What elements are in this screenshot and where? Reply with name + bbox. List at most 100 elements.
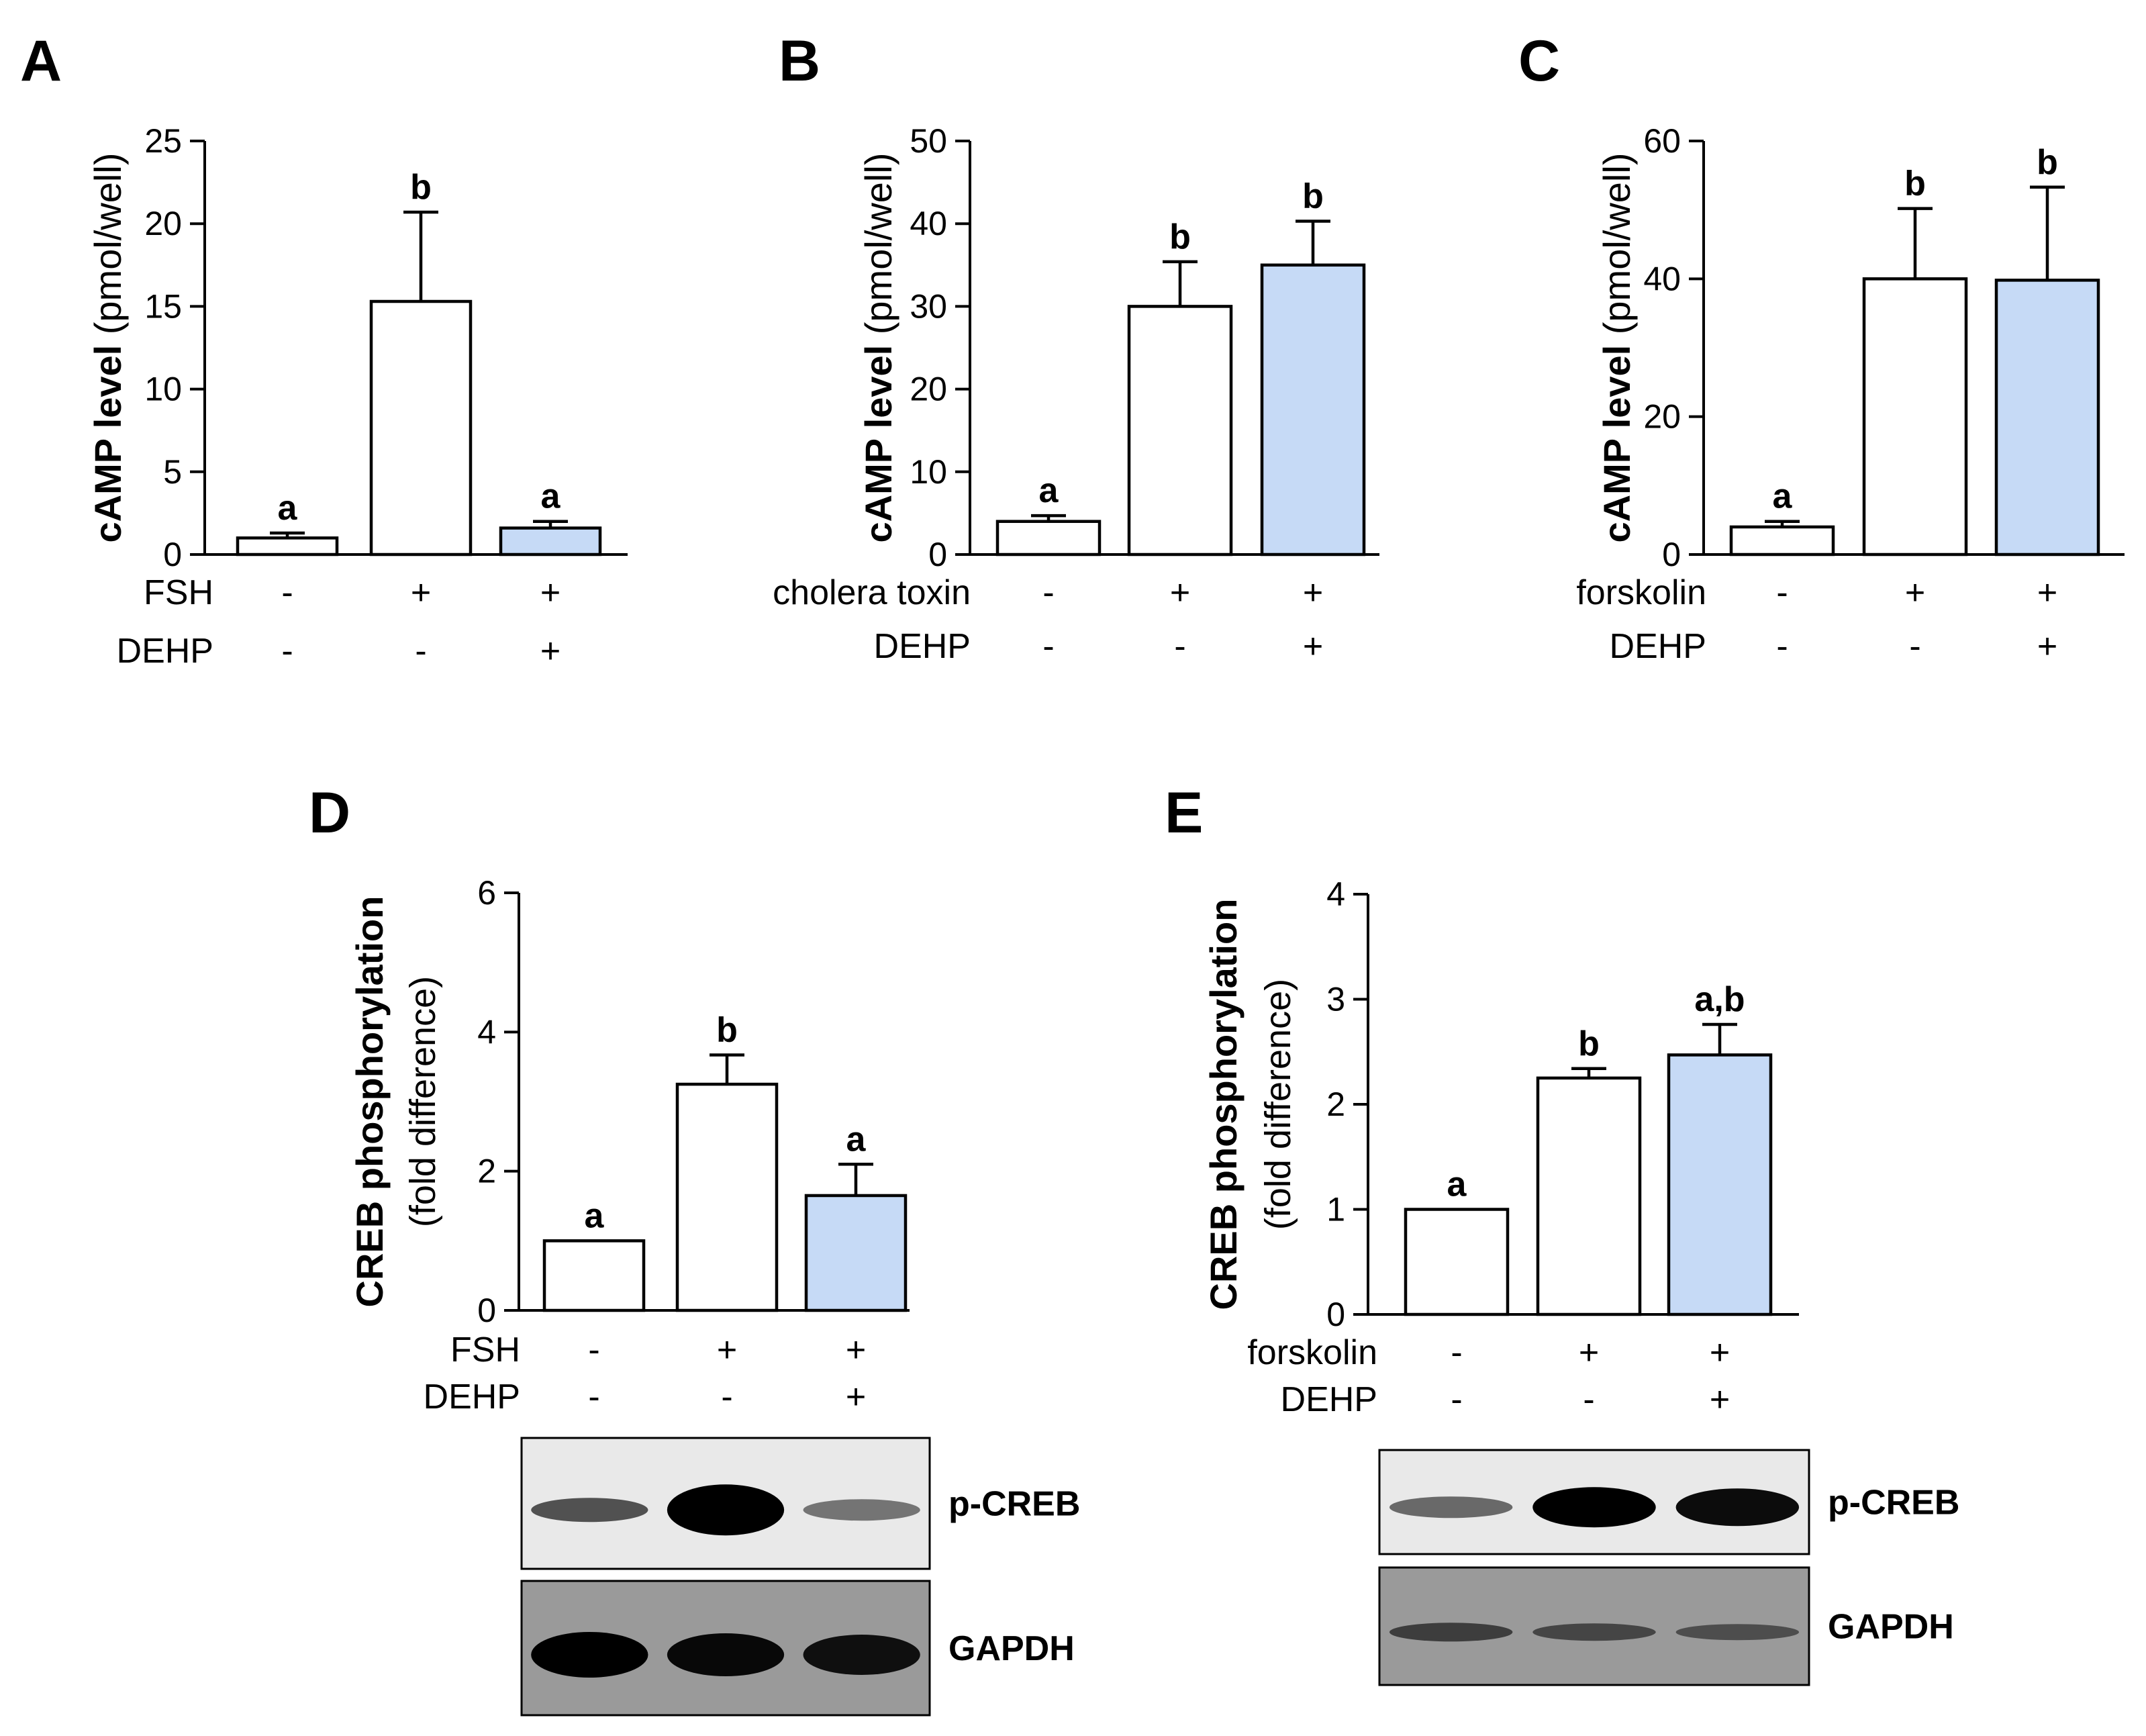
y-tick-label: 60	[1643, 122, 1681, 160]
blot-band	[1675, 1624, 1800, 1641]
significance-letter: b	[2037, 143, 2058, 182]
significance-letter: b	[716, 1011, 738, 1050]
panel-letter: D	[309, 781, 350, 845]
blot-band	[1389, 1496, 1513, 1518]
y-tick-label: 40	[1643, 260, 1681, 297]
panel-letter: C	[1518, 29, 1560, 93]
treatment-plus: +	[1579, 1333, 1599, 1372]
blot-label: GAPDH	[1828, 1608, 1954, 1647]
panel-d: D 0 2 4 6 CREB phosphorylation (fold differenc…	[309, 781, 1080, 1717]
treatment-label: forskolin	[1576, 573, 1706, 612]
treatment-minus: -	[1174, 627, 1185, 666]
treatment-plus: +	[1710, 1333, 1730, 1372]
significance-letter: a	[278, 489, 298, 528]
y-tick-label: 20	[144, 205, 182, 242]
y-axis-label-unit: (fold difference)	[403, 976, 443, 1227]
y-tick-label: 0	[163, 536, 182, 573]
bar	[542, 1239, 646, 1312]
treatment-label: DEHP	[874, 627, 971, 666]
treatment-label: DEHP	[1281, 1380, 1377, 1419]
y-axis-label-unit: (pmol/well)	[857, 153, 899, 345]
bar	[1862, 277, 1968, 557]
y-tick-label: 10	[910, 453, 947, 491]
treatment-plus: +	[1710, 1380, 1730, 1419]
treatment-label: forskolin	[1247, 1333, 1377, 1372]
y-axis-label-main: CREB phosphorylation	[348, 896, 391, 1308]
bar	[1404, 1208, 1510, 1316]
treatment-plus: +	[2037, 627, 2057, 666]
y-tick-label: 5	[163, 453, 182, 491]
y-tick-label: 0	[477, 1292, 496, 1329]
y-axis-label: cAMP level (pmol/well)	[87, 153, 129, 543]
y-tick-label: 2	[477, 1153, 496, 1190]
western-blot-gapdh: GAPDH	[1378, 1566, 1954, 1686]
panel-letter: A	[20, 29, 62, 93]
treatment-minus: -	[1451, 1380, 1462, 1419]
blot-band	[1675, 1488, 1800, 1527]
treatment-minus: -	[1776, 573, 1788, 612]
y-tick-label: 40	[910, 205, 947, 242]
treatment-minus: -	[281, 573, 293, 612]
bar	[1536, 1076, 1642, 1316]
treatment-plus: +	[846, 1331, 866, 1369]
treatment-minus: -	[1583, 1380, 1594, 1419]
bar	[1667, 1053, 1773, 1316]
significance-letter: a	[1447, 1165, 1467, 1204]
significance-letter: b	[1904, 164, 1926, 203]
y-tick-label: 3	[1326, 981, 1345, 1018]
western-blot-gapdh: GAPDH	[520, 1580, 1075, 1717]
blot-band	[803, 1499, 920, 1521]
treatment-label: FSH	[450, 1331, 520, 1369]
blot-band	[531, 1498, 648, 1523]
treatment-minus: -	[1451, 1333, 1462, 1372]
blot-band	[531, 1632, 648, 1678]
bar	[369, 299, 473, 557]
treatment-label: FSH	[144, 573, 213, 612]
treatment-label: cholera toxin	[773, 573, 971, 612]
y-axis-label-unit: (fold difference)	[1258, 979, 1298, 1230]
treatment-plus: +	[1905, 573, 1925, 612]
y-axis-label-unit: (pmol/well)	[1596, 153, 1638, 345]
significance-letter: a	[1773, 477, 1793, 516]
y-tick-label: 2	[1326, 1086, 1345, 1123]
treatment-minus: -	[415, 632, 426, 671]
treatment-plus: +	[1303, 627, 1323, 666]
blot-band	[1532, 1487, 1656, 1528]
y-axis-label-main: cAMP level	[857, 345, 899, 543]
y-tick-label: 30	[910, 287, 947, 325]
treatment-plus: +	[540, 573, 560, 612]
treatment-minus: -	[721, 1378, 732, 1416]
panel-letter: B	[779, 29, 820, 93]
significance-letter: a	[846, 1120, 867, 1159]
y-tick-label: 4	[1326, 875, 1345, 913]
panel-letter: E	[1165, 781, 1203, 845]
treatment-label: DEHP	[117, 632, 213, 671]
treatment-minus: -	[1776, 627, 1788, 666]
significance-letter: b	[1169, 218, 1191, 256]
treatment-plus: +	[540, 632, 560, 671]
treatment-minus: -	[1909, 627, 1920, 666]
significance-letter: b	[1578, 1024, 1600, 1063]
bar	[995, 520, 1102, 557]
y-tick-label: 1	[1326, 1191, 1345, 1228]
blot-band	[1532, 1623, 1656, 1641]
y-tick-label: 4	[477, 1013, 496, 1051]
significance-letter: a,b	[1694, 980, 1745, 1019]
treatment-label: DEHP	[424, 1378, 520, 1416]
y-axis-label-main: CREB phosphorylation	[1202, 899, 1245, 1310]
y-tick-label: 10	[144, 371, 182, 408]
bar	[499, 526, 602, 557]
blot-label: p-CREB	[1828, 1484, 1959, 1523]
treatment-minus: -	[588, 1331, 599, 1369]
y-axis-label: cAMP level (pmol/well)	[1596, 153, 1638, 543]
y-axis-label: CREB phosphorylation	[1202, 899, 1245, 1310]
y-tick-label: 0	[1662, 536, 1681, 573]
treatment-plus: +	[411, 573, 431, 612]
y-tick-label: 20	[1643, 398, 1681, 436]
significance-letter: b	[1302, 177, 1324, 216]
y-tick-label: 50	[910, 122, 947, 160]
treatment-plus: +	[2037, 573, 2057, 612]
blot-band	[667, 1484, 785, 1536]
